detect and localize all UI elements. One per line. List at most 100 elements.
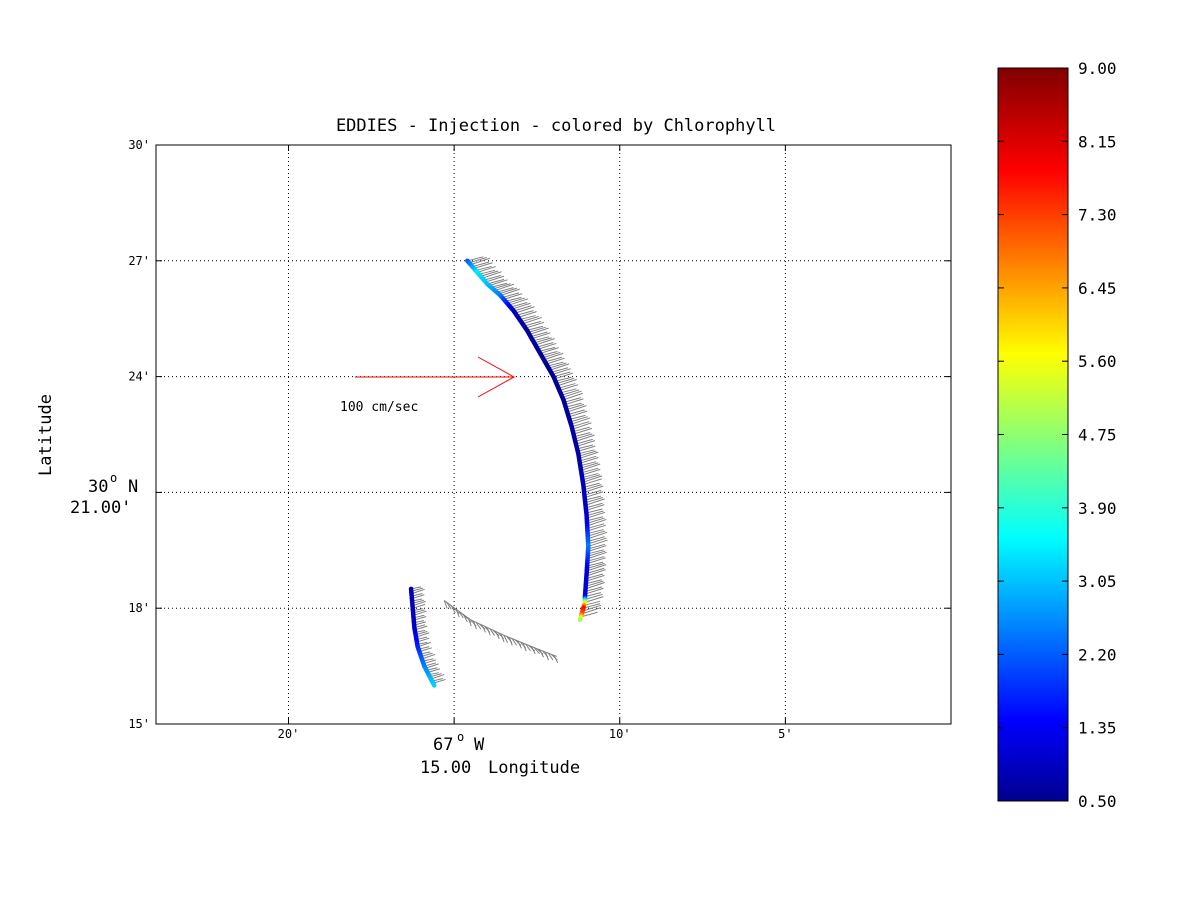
velocity-vector [585, 580, 604, 587]
velocity-vector [544, 651, 549, 661]
velocity-vector [568, 410, 588, 418]
velocity-vector [411, 588, 425, 595]
velocity-vector [519, 315, 536, 321]
velocity-vector [561, 389, 580, 396]
velocity-vector [547, 652, 554, 661]
velocity-vector [475, 622, 482, 630]
velocity-vector [515, 306, 535, 314]
velocity-vector [570, 417, 591, 425]
velocity-vector [564, 398, 584, 406]
y-tick-label: 27' [128, 254, 150, 268]
velocity-vector [415, 632, 430, 638]
velocity-vector [580, 461, 597, 467]
velocity-vector [585, 586, 603, 592]
colorbar-tick-label: 8.15 [1078, 132, 1117, 151]
velocity-vector [505, 296, 522, 302]
velocity-vector [582, 475, 603, 483]
velocity-vector [585, 582, 605, 590]
velocity-vector [582, 474, 601, 481]
y-center-label-dir: N [128, 477, 138, 497]
velocity-vector [498, 287, 518, 295]
velocity-vector [530, 331, 548, 338]
velocity-vector [535, 338, 555, 346]
velocity-vector [580, 463, 601, 471]
velocity-vector [550, 367, 569, 373]
velocity-vector [578, 449, 595, 455]
velocity-vector [586, 511, 606, 519]
velocity-vector [467, 256, 484, 262]
velocity-vector [571, 421, 590, 428]
velocity-vector [511, 302, 531, 310]
velocity-vector [567, 405, 587, 413]
velocity-vector [500, 633, 505, 643]
velocity-vector [503, 293, 523, 300]
velocity-vector [425, 663, 439, 669]
x-center-label-deg: 67 [433, 735, 453, 755]
velocity-vector [585, 498, 605, 506]
velocity-vector [579, 457, 599, 464]
colorbar-ticks: 9.00 8.15 7.30 6.45 5.60 4.75 3.90 3.05 2.20 1.35… [998, 59, 1117, 811]
data-point [431, 683, 437, 688]
velocity-vector [496, 287, 514, 293]
velocity-vector [542, 351, 561, 359]
x-tick-label: 5' [778, 727, 792, 741]
velocity-vector [581, 468, 601, 476]
y-tick-label: 30' [128, 138, 150, 152]
velocity-vector [421, 653, 436, 660]
x-center-label-dir: W [474, 735, 485, 755]
data-point [577, 617, 583, 623]
velocity-vector [520, 316, 539, 323]
velocity-vector [587, 551, 607, 560]
velocity-vector [577, 445, 596, 452]
reference-arrow-label: 100 cm/sec [340, 400, 418, 415]
velocity-vector [500, 288, 520, 297]
velocity-vector [534, 337, 552, 344]
y-tick-label: 15' [128, 717, 150, 731]
velocity-vector [557, 378, 577, 387]
velocity-vector [494, 283, 515, 292]
velocity-vector [463, 614, 468, 623]
colorbar-tick-label: 0.50 [1078, 792, 1117, 811]
velocity-vector [549, 363, 570, 371]
velocity-vector [578, 451, 599, 460]
velocity-vector [477, 266, 496, 273]
velocity-vector [516, 310, 534, 316]
velocity-vector [583, 478, 602, 486]
y-tick-label: 24' [128, 370, 150, 384]
reference-arrow [355, 356, 516, 398]
velocity-vector [541, 351, 558, 357]
velocity-vector [585, 504, 605, 511]
velocity-vector [581, 607, 602, 615]
velocity-vector [450, 605, 456, 614]
plot-area [155, 144, 952, 725]
velocity-vector [553, 371, 571, 378]
velocity-vector [587, 531, 608, 540]
velocity-vector [585, 579, 603, 585]
velocity-vector [569, 414, 586, 420]
velocity-vector [417, 641, 432, 648]
velocity-vector [528, 326, 546, 333]
x-tick-label: 20' [278, 727, 300, 741]
x-center-label-min: 15.00 [420, 758, 471, 778]
velocity-vector [575, 438, 593, 445]
velocity-vector [540, 347, 559, 354]
x-center-label-sup: o [457, 730, 464, 744]
velocity-vector [576, 440, 596, 447]
velocity-vector [523, 320, 541, 327]
velocity-vector [579, 455, 597, 462]
velocity-vector [573, 427, 593, 435]
velocity-vector [585, 587, 604, 595]
velocity-vector [584, 596, 604, 603]
x-axis-label: Longitude [488, 758, 580, 778]
velocity-vector [473, 262, 493, 269]
velocity-vector [478, 269, 496, 275]
velocity-vector [584, 491, 604, 499]
velocity-vector [574, 433, 593, 440]
velocity-vector [470, 257, 491, 266]
velocity-vector [587, 529, 604, 535]
velocity-vector [586, 517, 605, 524]
velocity-vector [583, 484, 602, 491]
colorbar-tick-label: 1.35 [1078, 719, 1117, 738]
velocity-vector [580, 611, 598, 618]
velocity-vector [577, 444, 594, 450]
